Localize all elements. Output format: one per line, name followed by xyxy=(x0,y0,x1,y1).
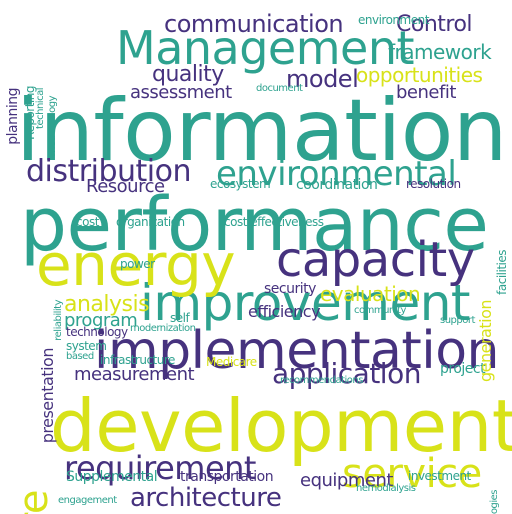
word-coordination: coordination xyxy=(296,178,377,192)
word-medicare: Medicare xyxy=(206,356,257,368)
word-infrastructure: infrastructure xyxy=(100,354,175,366)
word-cost: cost xyxy=(76,216,99,228)
word-hemodialysis: hemodialysis xyxy=(356,484,416,494)
word-technology: technology xyxy=(66,326,128,338)
word-communication: communication xyxy=(164,12,343,36)
word-benefit: benefit xyxy=(396,84,456,102)
wordcloud-container: informationperformancedevelopmentimpleme… xyxy=(0,0,512,514)
word-document: document xyxy=(256,84,302,94)
word-environment: environment xyxy=(358,14,429,26)
word-facilities: facilities xyxy=(496,250,508,295)
word-methodology: methodology xyxy=(48,96,58,156)
word-support: support xyxy=(440,316,475,326)
word-architecture: architecture xyxy=(130,485,281,511)
word-capacity: capacity xyxy=(276,236,475,284)
word-organization: organization xyxy=(116,216,185,228)
word-investment: investment xyxy=(408,470,471,482)
word-recommendations: recommendations xyxy=(280,376,363,386)
word-cost-effectiveness: cost effectiveness xyxy=(224,216,324,228)
word-ecosystem: ecosystem xyxy=(210,178,270,190)
word-measure: measure xyxy=(14,490,54,514)
word-technologies: technologies xyxy=(490,490,500,514)
word-community: community xyxy=(354,306,406,316)
word-power: power xyxy=(120,258,155,270)
word-engagement: engagement xyxy=(58,496,117,506)
word-efficiency: efficiency xyxy=(248,304,320,320)
word-security: security xyxy=(264,282,316,296)
word-evaluation: evaluation xyxy=(320,284,420,304)
word-supplemental: Supplemental xyxy=(66,470,157,484)
word-framework: framework xyxy=(388,42,491,62)
word-technical: technical xyxy=(36,88,46,129)
word-self: self xyxy=(170,312,189,324)
word-transportation: transportation xyxy=(180,470,273,484)
word-resolution: resolution xyxy=(406,178,461,190)
word-resource: Resource xyxy=(86,178,165,196)
word-assessment: assessment xyxy=(130,84,232,102)
word-modernization: modernization xyxy=(130,324,195,334)
word-based: based xyxy=(66,352,94,362)
word-presentation: presentation xyxy=(40,348,56,443)
word-measurement: measurement xyxy=(74,366,194,384)
word-generation: generation xyxy=(478,300,494,382)
word-planning: planning xyxy=(6,88,20,145)
word-reliability: reliability xyxy=(54,300,64,341)
